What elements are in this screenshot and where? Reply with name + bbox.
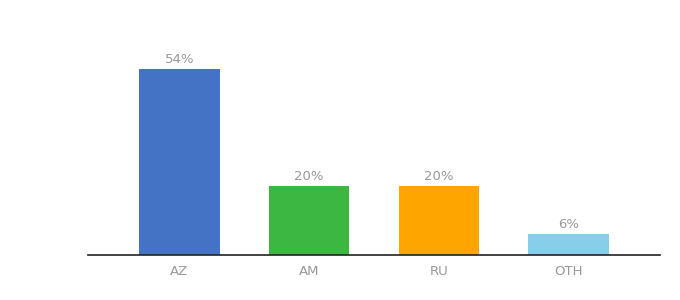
Bar [528,234,609,255]
Bar [139,69,220,255]
Text: 20%: 20% [424,170,454,183]
Bar [398,186,479,255]
Text: 20%: 20% [294,170,324,183]
Text: 6%: 6% [558,218,579,231]
Text: 54%: 54% [165,53,194,66]
Bar [269,186,350,255]
